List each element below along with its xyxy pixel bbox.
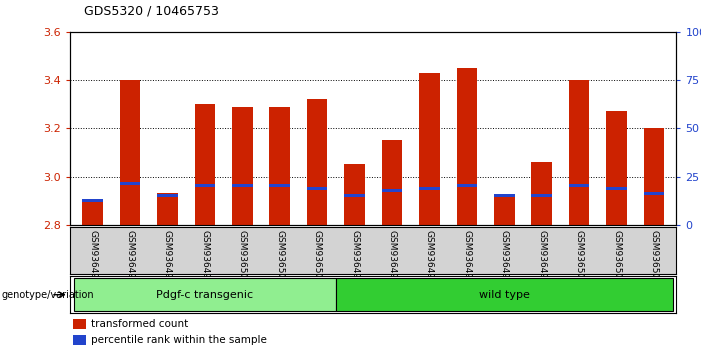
Bar — [82, 201, 103, 225]
Text: GDS5320 / 10465753: GDS5320 / 10465753 — [84, 5, 219, 18]
Bar — [120, 80, 140, 225]
Bar — [531, 194, 552, 197]
Bar — [456, 68, 477, 225]
Text: GSM936500: GSM936500 — [575, 230, 584, 285]
Text: percentile rank within the sample: percentile rank within the sample — [91, 335, 267, 345]
Bar — [382, 189, 402, 192]
Text: GSM936491: GSM936491 — [125, 230, 135, 285]
Bar — [232, 107, 252, 225]
Bar — [73, 335, 86, 345]
Text: GSM936499: GSM936499 — [537, 230, 546, 285]
Text: GSM936495: GSM936495 — [425, 230, 434, 285]
Text: wild type: wild type — [479, 290, 530, 300]
Bar — [419, 73, 440, 225]
Bar — [307, 187, 327, 190]
Bar — [456, 184, 477, 187]
Bar — [336, 278, 673, 312]
Bar — [269, 184, 290, 187]
Bar — [157, 194, 178, 197]
Bar — [606, 187, 627, 190]
Bar — [195, 104, 215, 225]
Text: Pdgf-c transgenic: Pdgf-c transgenic — [156, 290, 253, 300]
Text: GSM936496: GSM936496 — [463, 230, 471, 285]
Bar — [494, 194, 515, 197]
Text: genotype/variation: genotype/variation — [1, 290, 94, 300]
Bar — [569, 184, 590, 187]
Text: GSM936497: GSM936497 — [200, 230, 210, 285]
Text: transformed count: transformed count — [91, 319, 189, 329]
Bar — [644, 128, 665, 225]
Text: GSM936501: GSM936501 — [238, 230, 247, 285]
Text: GSM936503: GSM936503 — [275, 230, 284, 285]
Bar — [73, 319, 86, 329]
Text: GSM936490: GSM936490 — [88, 230, 97, 285]
Bar — [419, 187, 440, 190]
Bar — [74, 278, 336, 312]
Text: GSM936504: GSM936504 — [313, 230, 322, 285]
Bar — [494, 196, 515, 225]
Bar — [195, 184, 215, 187]
Bar — [344, 165, 365, 225]
Text: GSM936494: GSM936494 — [163, 230, 172, 285]
Text: GSM936502: GSM936502 — [612, 230, 621, 285]
Text: GSM936505: GSM936505 — [650, 230, 658, 285]
Bar — [531, 162, 552, 225]
Bar — [120, 182, 140, 185]
Bar — [382, 141, 402, 225]
Bar — [232, 184, 252, 187]
Bar — [82, 199, 103, 202]
Bar — [269, 107, 290, 225]
Text: GSM936493: GSM936493 — [388, 230, 397, 285]
Bar — [569, 80, 590, 225]
Bar — [644, 192, 665, 195]
Bar — [606, 112, 627, 225]
Bar — [157, 193, 178, 225]
Text: GSM936498: GSM936498 — [500, 230, 509, 285]
Bar — [344, 194, 365, 197]
Text: GSM936492: GSM936492 — [350, 230, 359, 285]
Bar — [307, 99, 327, 225]
